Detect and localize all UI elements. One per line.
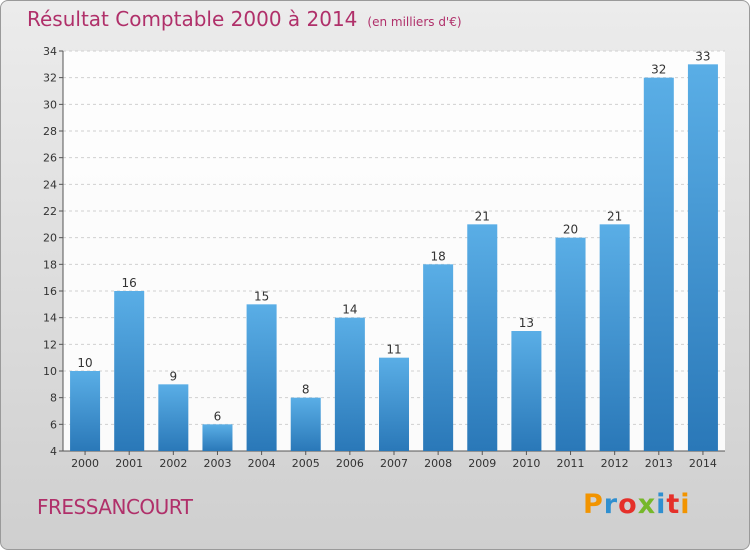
x-tick-label: 2002 — [159, 457, 187, 470]
data-label: 9 — [170, 369, 178, 383]
logo-letter: x — [637, 489, 657, 520]
data-label: 16 — [122, 276, 137, 290]
x-tick-label: 2010 — [512, 457, 540, 470]
data-label: 6 — [214, 409, 222, 423]
bar — [643, 77, 674, 452]
x-tick-label: 2011 — [557, 457, 585, 470]
data-label: 10 — [77, 356, 92, 370]
y-tick-label: 10 — [43, 365, 57, 378]
data-label: 21 — [607, 209, 622, 223]
y-tick-label: 14 — [43, 312, 57, 325]
x-tick-label: 2000 — [71, 457, 99, 470]
x-tick-label: 2012 — [601, 457, 629, 470]
bar — [555, 237, 586, 451]
x-tick-label: 2001 — [115, 457, 143, 470]
data-label: 13 — [519, 316, 534, 330]
bar — [334, 317, 365, 451]
chart-title: Résultat Comptable 2000 à 2014 (en millie… — [27, 7, 462, 31]
y-tick-label: 12 — [43, 338, 57, 351]
bar — [423, 264, 454, 451]
logo-letter: r — [603, 489, 619, 520]
data-label: 14 — [342, 303, 357, 317]
bar — [202, 424, 233, 451]
data-label: 8 — [302, 383, 310, 397]
place-name: FRESSANCOURT — [37, 495, 193, 519]
logo-letter: t — [666, 489, 681, 520]
data-label: 15 — [254, 289, 269, 303]
bar — [378, 357, 410, 451]
logo-letter: i — [680, 489, 691, 520]
data-label: 20 — [563, 223, 578, 237]
y-tick-label: 8 — [50, 392, 57, 405]
x-tick-label: 2004 — [248, 457, 276, 470]
y-tick-label: 24 — [43, 178, 57, 191]
y-tick-label: 4 — [50, 445, 57, 458]
x-tick-label: 2008 — [424, 457, 452, 470]
data-label: 32 — [651, 63, 666, 77]
data-label: 11 — [386, 343, 401, 357]
logo-letter: o — [618, 489, 638, 520]
bar — [246, 304, 277, 451]
y-tick-label: 20 — [43, 232, 57, 245]
y-tick-label: 28 — [43, 125, 57, 138]
bar — [467, 224, 498, 451]
bar — [114, 291, 145, 451]
logo-letter: i — [656, 489, 667, 520]
x-tick-label: 2009 — [468, 457, 496, 470]
chart-subtitle: (en milliers d'€) — [367, 15, 462, 29]
data-label: 21 — [475, 209, 490, 223]
bar — [158, 384, 189, 451]
chart-title-text: Résultat Comptable 2000 à 2014 — [27, 7, 358, 31]
bar — [511, 331, 542, 451]
data-label: 18 — [430, 249, 445, 263]
y-tick-label: 22 — [43, 205, 57, 218]
x-tick-label: 2007 — [380, 457, 408, 470]
x-tick-label: 2006 — [336, 457, 364, 470]
y-tick-label: 6 — [50, 418, 57, 431]
bar — [70, 371, 101, 451]
logo-letter: P — [583, 489, 604, 520]
y-tick-label: 26 — [43, 152, 57, 165]
x-tick-label: 2013 — [645, 457, 673, 470]
y-tick-label: 18 — [43, 258, 57, 271]
x-tick-label: 2003 — [203, 457, 231, 470]
y-tick-label: 32 — [43, 72, 57, 85]
proxiti-logo: Proxiti — [583, 489, 691, 520]
data-label: 33 — [695, 49, 710, 63]
y-tick-label: 30 — [43, 98, 57, 111]
bar — [290, 397, 321, 451]
x-tick-label: 2005 — [292, 457, 320, 470]
x-tick-label: 2014 — [689, 457, 717, 470]
y-tick-label: 16 — [43, 285, 57, 298]
bar — [599, 224, 630, 451]
y-tick-label: 34 — [43, 45, 57, 58]
bar — [687, 64, 718, 452]
